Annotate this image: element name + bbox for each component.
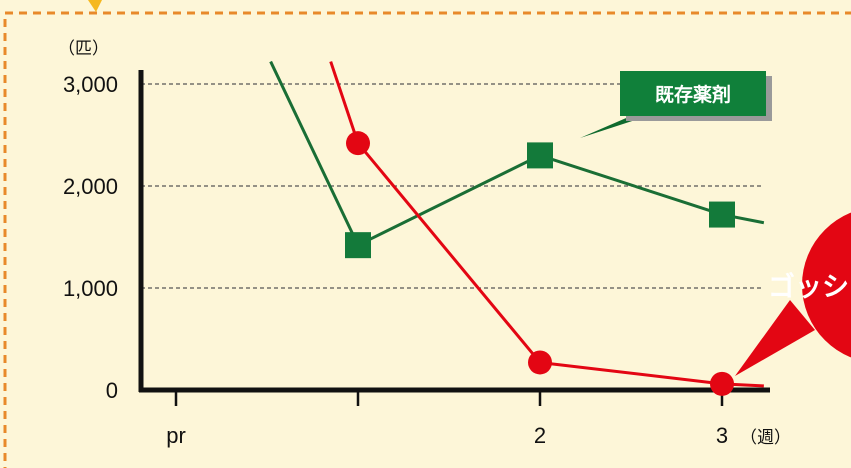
- y-tick-label: 1,000: [63, 276, 118, 301]
- axes: 0 1,000 2,000 3,000 pr 2 3: [63, 70, 770, 448]
- existing-point: [709, 201, 735, 228]
- grid-lines: [141, 83, 762, 289]
- y-tick-label: 3,000: [63, 72, 118, 97]
- x-tick-label: 2: [534, 423, 546, 448]
- arrow-tip-icon: [88, 0, 102, 12]
- existing-point: [345, 232, 371, 259]
- x-unit-label: （週）: [740, 428, 791, 448]
- gosshi-point: [346, 131, 370, 156]
- gosshi-callout-text: ゴッシ: [768, 271, 849, 303]
- gosshi-callout-pointer: [735, 300, 815, 376]
- gosshi-point: [710, 371, 734, 396]
- x-tick-label: pr: [166, 423, 186, 448]
- existing-callout: 既存薬剤: [580, 71, 772, 138]
- existing-point: [527, 142, 553, 169]
- existing-callout-box: [620, 71, 766, 116]
- dashed-frame: [3, 11, 851, 468]
- y-tick-label: 0: [106, 378, 118, 403]
- series-group: [269, 60, 765, 396]
- existing-callout-text: 既存薬剤: [655, 83, 731, 106]
- y-tick-label: 2,000: [63, 174, 118, 199]
- x-tick-label: 3: [716, 423, 728, 448]
- gosshi-point: [528, 350, 552, 375]
- y-unit-label: （匹）: [58, 39, 109, 59]
- gosshi-callout-bubble: [802, 212, 851, 358]
- gosshi-callout: ゴッシ: [735, 212, 851, 376]
